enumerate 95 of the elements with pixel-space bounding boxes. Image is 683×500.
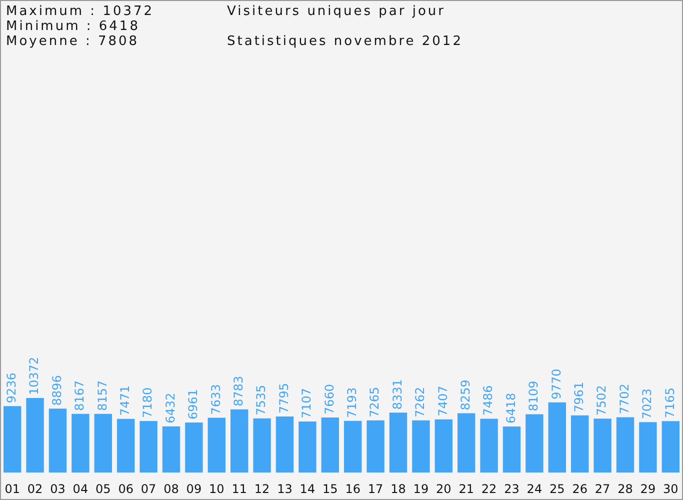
data-label: 6961	[186, 388, 200, 420]
x-tick-label: 02	[27, 482, 43, 496]
bar	[140, 420, 158, 473]
data-label: 7633	[208, 384, 223, 415]
x-tick-label: 19	[413, 482, 429, 496]
x-tick-label: 21	[458, 482, 474, 496]
x-tick-label: 12	[254, 482, 270, 496]
bar	[389, 412, 408, 473]
data-label: 7180	[140, 387, 155, 418]
bar	[26, 398, 44, 473]
bar	[321, 418, 340, 473]
bar	[162, 426, 180, 473]
data-label: 7486	[481, 385, 496, 416]
x-tick-label: 18	[390, 482, 406, 496]
x-tick-label: 07	[140, 482, 156, 496]
bar	[116, 418, 135, 473]
bar	[412, 420, 430, 473]
bar	[48, 408, 67, 473]
x-tick-label: 17	[368, 482, 384, 496]
bar	[344, 420, 362, 473]
x-tick-label: 30	[663, 482, 678, 496]
x-tick-label: 26	[572, 482, 588, 496]
bar	[366, 420, 384, 473]
data-label: 10372	[27, 356, 42, 395]
data-label: 7660	[322, 384, 336, 415]
data-label: 7961	[572, 382, 586, 412]
data-label: 8167	[72, 380, 87, 411]
bar	[662, 421, 680, 473]
x-tick-label: 24	[526, 482, 542, 496]
x-tick-label: 23	[504, 482, 520, 496]
x-tick-label: 09	[186, 482, 202, 496]
text: Moyenne : 7808	[6, 34, 140, 49]
bar	[639, 422, 657, 473]
data-label: 7193	[344, 387, 359, 418]
x-tick-label: 13	[277, 482, 292, 496]
chart-subtitle: Statistiques novembre 2012	[227, 34, 463, 49]
bar	[616, 417, 634, 473]
x-tick-label: 11	[232, 482, 247, 496]
bar	[94, 414, 112, 473]
x-tick-label: 25	[550, 482, 565, 496]
data-label: 7265	[368, 386, 382, 418]
bar	[185, 422, 203, 473]
bar	[72, 414, 90, 473]
x-tick-label: 28	[618, 482, 633, 496]
bar	[594, 418, 612, 473]
x-tick-label: 22	[481, 482, 497, 496]
bar	[570, 415, 589, 473]
data-label: 7795	[276, 382, 291, 414]
bar	[457, 413, 476, 473]
bar	[502, 426, 521, 473]
x-tick-label: 16	[345, 482, 360, 496]
data-label: 7023	[640, 388, 654, 420]
chart-title: Visiteurs uniques par jour	[227, 4, 446, 19]
data-label: 7702	[617, 384, 632, 414]
data-label: 8331	[390, 379, 404, 410]
text: Minimum : 6418	[6, 19, 140, 34]
data-label: 7165	[662, 388, 677, 418]
x-tick-label: 15	[322, 482, 338, 496]
bar	[480, 418, 498, 473]
bar	[208, 418, 226, 473]
x-tick-label: 06	[118, 482, 134, 496]
x-tick-label: 05	[96, 482, 111, 496]
data-label: 6432	[163, 392, 178, 424]
data-label: 8109	[526, 380, 541, 412]
bar	[230, 409, 248, 473]
data-label: 7407	[436, 386, 450, 416]
x-tick-label: 27	[594, 482, 610, 496]
x-tick-label: 04	[72, 482, 88, 496]
data-label: 7262	[413, 386, 428, 418]
x-tick-label: 08	[164, 482, 179, 496]
x-tick-label: 10	[209, 482, 224, 496]
data-label: 9770	[549, 368, 564, 400]
bar	[3, 406, 22, 473]
bar	[276, 416, 294, 473]
data-label: 7471	[118, 385, 132, 416]
bar	[253, 418, 271, 473]
data-label: 8157	[95, 380, 110, 411]
data-label: 7107	[300, 388, 314, 418]
text: Maximum : 10372	[6, 4, 154, 19]
x-tick-label: 29	[640, 482, 656, 496]
data-label: 9236	[4, 372, 18, 404]
data-label: 8783	[231, 376, 246, 406]
data-label: 8259	[458, 380, 472, 410]
bar	[298, 421, 316, 473]
bar	[548, 402, 566, 473]
x-tick-label: 14	[300, 482, 316, 496]
data-label: 7502	[594, 385, 609, 416]
bar	[526, 414, 544, 473]
x-tick-label: 01	[4, 482, 20, 496]
data-label: 8896	[50, 375, 64, 406]
x-tick-label: 03	[50, 482, 66, 496]
bar	[434, 419, 453, 473]
data-label: 6418	[504, 392, 518, 424]
x-tick-label: 20	[436, 482, 452, 496]
data-label: 7535	[254, 384, 268, 416]
